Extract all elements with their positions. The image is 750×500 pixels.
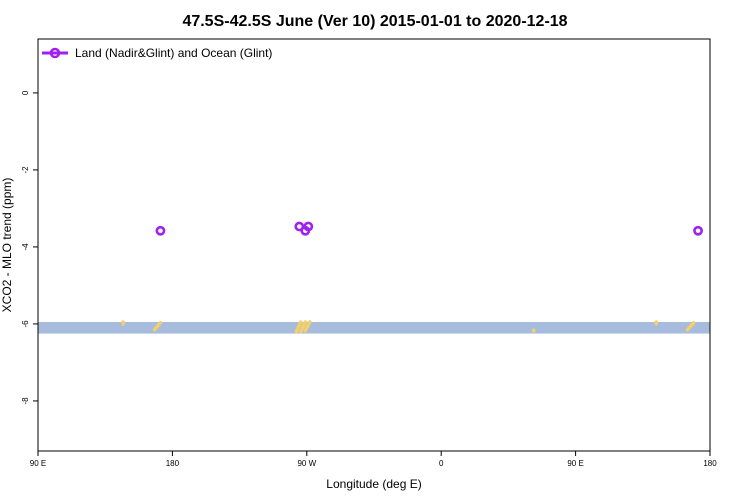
land-segment	[685, 321, 696, 332]
y-tick-label: -2	[21, 166, 30, 174]
x-tick-label: 180	[166, 459, 180, 468]
x-tick-label: 90 W	[297, 459, 316, 468]
ocean-band	[38, 322, 710, 334]
x-tick-label: 90 E	[30, 459, 46, 468]
data-point	[155, 225, 166, 236]
data-points-layer	[155, 221, 703, 236]
data-point	[693, 225, 703, 236]
legend-entry-label: Land (Nadir&Glint) and Ocean (Glint)	[75, 46, 272, 60]
data-point	[303, 221, 314, 232]
land-segments-layer	[121, 320, 696, 334]
x-axis-ticks: 90 E 180 90 W 0 90 E 180	[30, 451, 717, 468]
plot-frame	[37, 38, 711, 452]
legend: Land (Nadir&Glint) and Ocean (Glint)	[42, 46, 272, 60]
chart-title: 47.5S-42.5S June (Ver 10) 2015-01-01 to …	[182, 13, 567, 30]
y-tick-label: 0	[21, 90, 30, 95]
y-tick-label: -4	[21, 243, 30, 251]
land-segment	[152, 321, 163, 332]
x-tick-label: 90 E	[567, 459, 583, 468]
y-tick-label: -8	[21, 397, 30, 405]
x-axis-label: Longitude (deg E)	[326, 477, 421, 491]
legend-marker	[49, 47, 61, 59]
y-axis-ticks: 0 -2 -4 -6 -8	[21, 90, 38, 405]
x-tick-label: 0	[439, 459, 444, 468]
land-segment	[303, 320, 312, 333]
y-tick-label: -6	[21, 320, 30, 328]
y-axis-label: XCO2 - MLO trend (ppm)	[0, 178, 14, 313]
land-band-layer	[38, 322, 710, 334]
x-tick-label: 180	[703, 459, 717, 468]
land-segment	[299, 320, 308, 334]
land-segment	[294, 320, 303, 334]
